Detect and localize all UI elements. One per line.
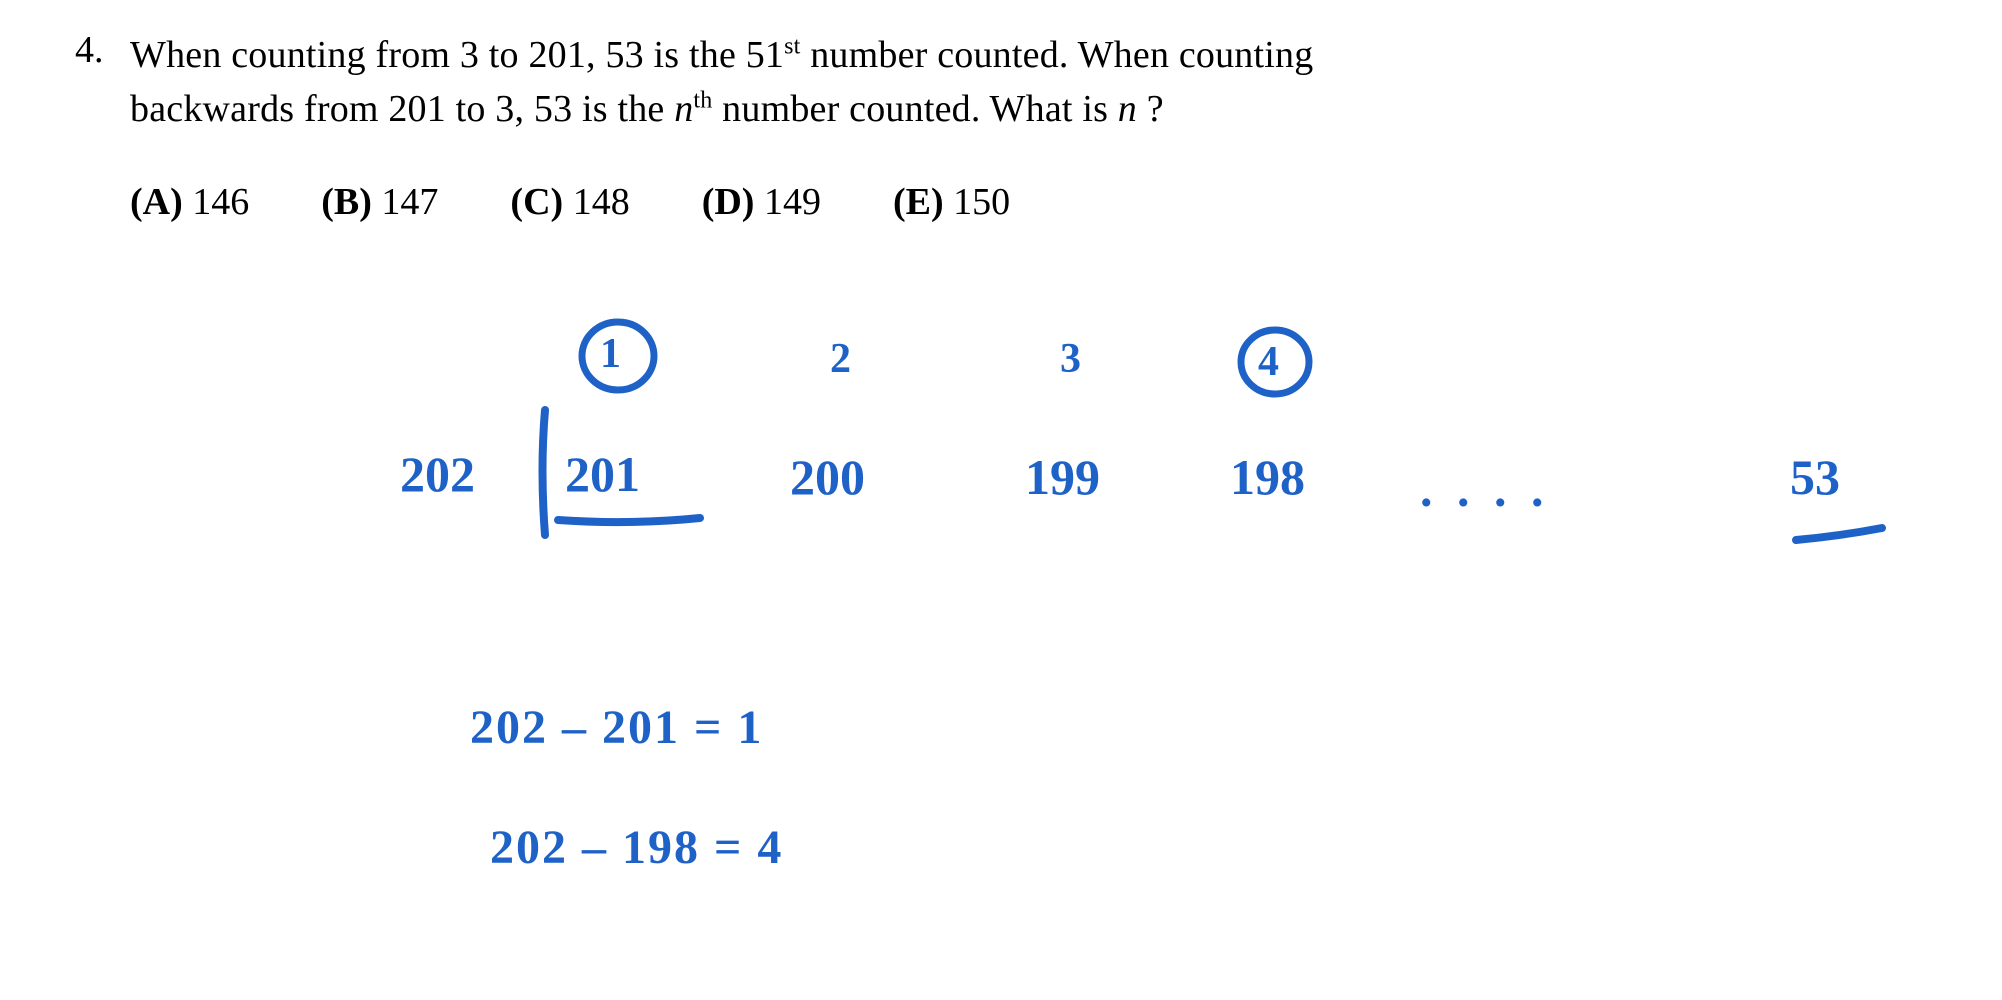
page: 4. When counting from 3 to 201, 53 is th…: [0, 0, 2002, 1000]
hw-annotations-icon: [0, 0, 2002, 1000]
